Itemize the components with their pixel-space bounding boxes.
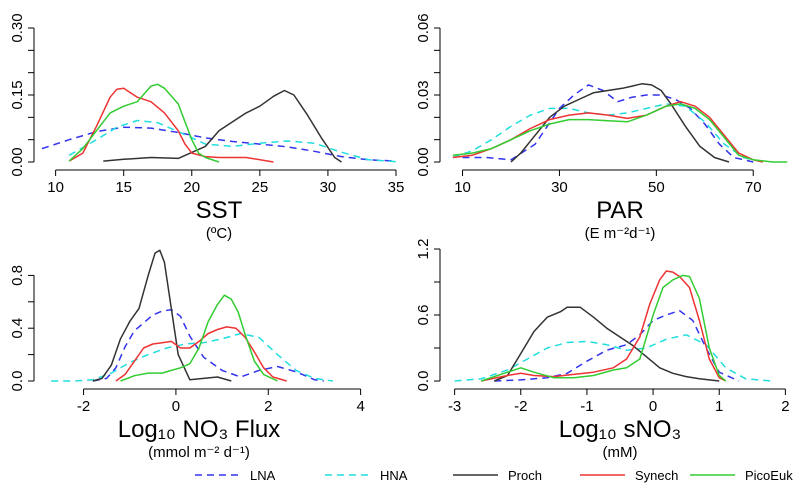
panel-no3-flux: -2 0 2 4 0.0 0.4 0.8 Log₁₀ NO₃ Flux(mmol m⁻² d⁻… [9, 249, 365, 461]
x-tick-label: 20 [183, 179, 200, 196]
x-tick-label: 0 [172, 398, 180, 415]
x-tick-label: 1 [715, 398, 723, 415]
x-tick-label: 4 [356, 398, 364, 415]
x-axis-unit: (mmol m⁻² d⁻¹) [148, 444, 250, 461]
x-tick-label: 35 [388, 179, 405, 196]
series-line-lna [41, 126, 397, 162]
series-line-picoeuk [480, 274, 727, 382]
series-line-proch [92, 249, 232, 382]
y-tick-label: 1.2 [415, 239, 432, 260]
y-tick-label: 0.4 [9, 318, 26, 339]
x-tick-label: 30 [320, 179, 337, 196]
y-tick-label: 0.15 [9, 80, 26, 109]
series-line-synech [480, 270, 727, 382]
series-line-lna [92, 308, 324, 382]
y-tick-label: 0.8 [9, 265, 26, 286]
y-tick-label: 0.06 [415, 13, 432, 42]
x-tick-label: 25 [252, 179, 269, 196]
x-tick-label: 70 [745, 179, 762, 196]
series-line-proch [103, 89, 342, 163]
legend-label-lna: LNA [250, 468, 276, 483]
y-tick-label: 0.03 [415, 80, 432, 109]
y-tick-label: 0.0 [9, 371, 26, 392]
panel-par: 10 30 50 70 0.00 0.03 0.06 PAR(E m⁻²d⁻¹) [415, 13, 788, 242]
y-tick-label: 0.00 [9, 147, 26, 176]
x-tick-label: 10 [47, 179, 64, 196]
panel-sst: 10 15 20 25 30 35 0.00 0.15 0.30 SST(ºC) [9, 13, 404, 242]
series-line-picoeuk [452, 103, 788, 163]
x-tick-label: 30 [551, 179, 568, 196]
y-tick-label: 0.00 [415, 147, 432, 176]
series-line-hna [51, 332, 334, 382]
x-axis-unit: (ºC) [206, 225, 232, 242]
x-axis-unit: (mM) [603, 444, 638, 461]
series-line-picoeuk [120, 294, 278, 382]
series-line-hna [454, 334, 773, 382]
x-tick-label: 2 [781, 398, 789, 415]
x-axis-title: PAR [596, 197, 644, 224]
panel-sno3: -3 -2 -1 0 1 2 0.0 0.6 1.2 Log₁₀ sNO₃(mM) [415, 239, 790, 461]
x-tick-label: 50 [648, 179, 665, 196]
x-tick-label: 2 [264, 398, 272, 415]
series-line-proch [494, 306, 720, 382]
x-tick-label: -2 [77, 398, 90, 415]
series-line-synech [115, 326, 287, 382]
series-line-lna [462, 84, 754, 163]
series-line-synech [452, 100, 764, 163]
x-tick-label: 15 [115, 179, 132, 196]
x-axis-title: Log₁₀ NO₃ Flux [118, 416, 281, 443]
y-tick-label: 0.0 [415, 371, 432, 392]
series-line-picoeuk [68, 83, 220, 163]
x-tick-label: -3 [448, 398, 461, 415]
legend-label-synech: Synech [635, 468, 678, 483]
x-axis-title: Log₁₀ sNO₃ [559, 416, 682, 443]
y-tick-label: 0.30 [9, 13, 26, 42]
series-line-hna [68, 119, 397, 163]
legend-label-picoeuk: PicoEuk [745, 468, 793, 483]
legend: LNA HNA Proch Synech PicoEuk [195, 468, 793, 483]
x-tick-label: -2 [514, 398, 527, 415]
legend-label-hna: HNA [380, 468, 408, 483]
x-tick-label: 10 [454, 179, 471, 196]
y-tick-label: 0.6 [415, 305, 432, 326]
x-axis-title: SST [196, 197, 243, 224]
x-axis-unit: (E m⁻²d⁻¹) [585, 225, 656, 242]
x-tick-label: -1 [580, 398, 593, 415]
legend-label-proch: Proch [508, 468, 542, 483]
series-line-hna [452, 103, 764, 163]
x-tick-label: 0 [649, 398, 657, 415]
series-line-synech [68, 87, 274, 163]
